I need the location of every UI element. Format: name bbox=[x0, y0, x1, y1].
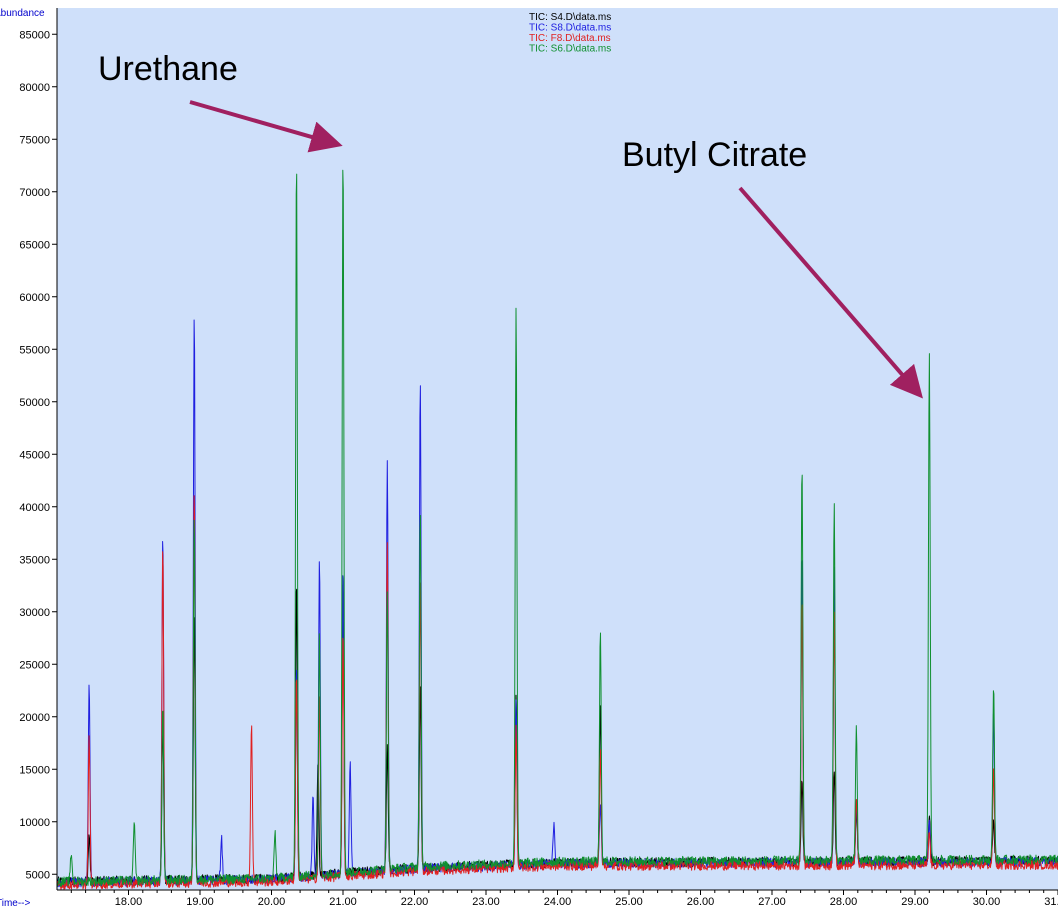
x-tick-label: 29.00 bbox=[901, 896, 929, 908]
y-tick-label: 80000 bbox=[19, 82, 50, 94]
y-axis-title: Abundance bbox=[0, 8, 45, 19]
x-tick-layer: 18.00 19.00 20.00 21.00 22.00 23.00 24.00 25.00… bbox=[70, 890, 1058, 908]
y-tick-label: 5000 bbox=[26, 869, 50, 881]
annotation-label: Urethane bbox=[98, 50, 238, 88]
x-tick-label: 20.00 bbox=[258, 896, 286, 908]
x-tick-label: 26.00 bbox=[687, 896, 715, 908]
y-tick-label: 40000 bbox=[19, 502, 50, 514]
x-tick-label: 21.00 bbox=[329, 896, 357, 908]
x-tick-label: 18.00 bbox=[115, 896, 143, 908]
y-tick-label: 65000 bbox=[19, 239, 50, 251]
series-trace-4 bbox=[56, 169, 1058, 887]
y-tick-label: 45000 bbox=[19, 449, 50, 461]
y-tick-label: 55000 bbox=[19, 344, 50, 356]
x-tick-label: 30.00 bbox=[973, 896, 1001, 908]
x-tick-label: 22.00 bbox=[401, 896, 429, 908]
legend-entry: TIC: S8.D\data.ms bbox=[529, 23, 611, 34]
y-tick-label: 25000 bbox=[19, 659, 50, 671]
x-tick-label: 31.00 bbox=[1044, 896, 1058, 908]
x-tick-label: 27.00 bbox=[758, 896, 786, 908]
x-tick-label: 19.00 bbox=[186, 896, 214, 908]
annotation-label: Butyl Citrate bbox=[622, 136, 807, 174]
x-tick-label: 28.00 bbox=[830, 896, 858, 908]
y-tick-label: 30000 bbox=[19, 607, 50, 619]
x-axis-title: Time--> bbox=[0, 898, 31, 908]
y-tick-label: 50000 bbox=[19, 397, 50, 409]
y-tick-label: 10000 bbox=[19, 817, 50, 829]
y-tick-layer: 5000 10000 15000 20000 25000 30000 35000 40000 4… bbox=[19, 29, 57, 881]
y-tick-label: 75000 bbox=[19, 134, 50, 146]
x-tick-label: 24.00 bbox=[544, 896, 572, 908]
legend-entry: TIC: S6.D\data.ms bbox=[529, 44, 611, 55]
annotation-arrow bbox=[189, 100, 343, 153]
y-tick-label: 70000 bbox=[19, 187, 50, 199]
y-tick-label: 60000 bbox=[19, 292, 50, 304]
y-tick-label: 15000 bbox=[19, 764, 50, 776]
x-tick-label: 25.00 bbox=[615, 896, 643, 908]
annotation-layer: Urethane Butyl Citrate bbox=[98, 50, 923, 399]
legend-entry: TIC: S4.D\data.ms bbox=[529, 12, 611, 23]
x-tick-label: 23.00 bbox=[472, 896, 500, 908]
plot-area bbox=[57, 8, 1058, 890]
trace-layer bbox=[56, 169, 1058, 890]
annotation-arrow bbox=[738, 186, 923, 399]
y-tick-label: 20000 bbox=[19, 712, 50, 724]
y-tick-label: 35000 bbox=[19, 554, 50, 566]
legend-entry: TIC: F8.D\data.ms bbox=[529, 33, 611, 44]
y-tick-label: 85000 bbox=[19, 29, 50, 41]
